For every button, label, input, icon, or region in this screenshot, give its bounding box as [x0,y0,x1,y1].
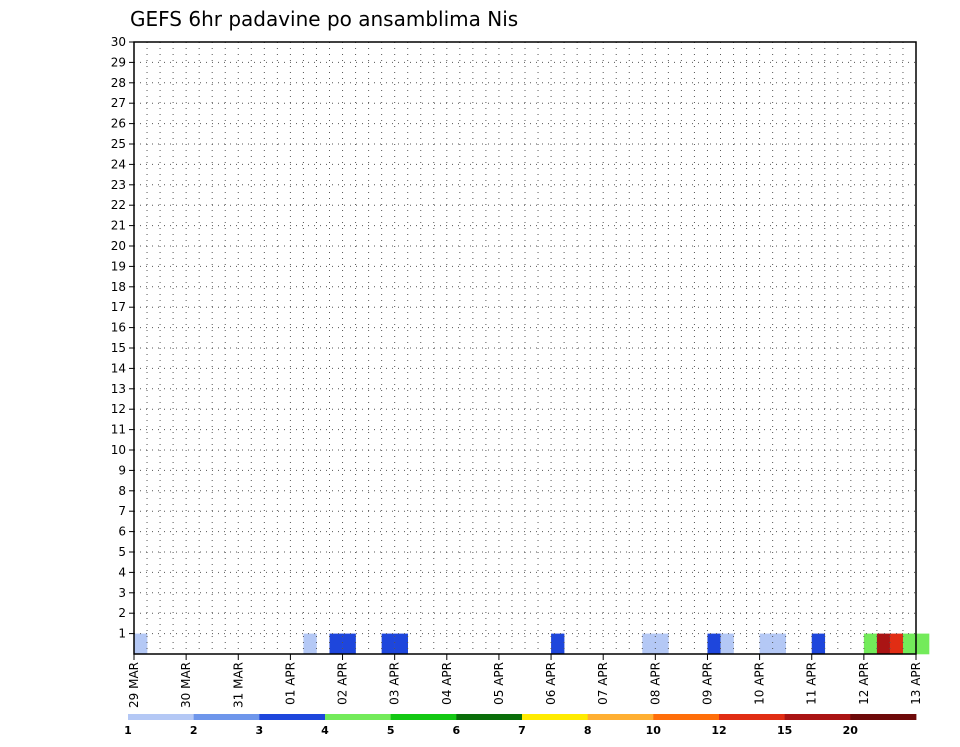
colorbar-label: 20 [843,724,859,737]
x-tick-label: 13 APR [909,662,923,705]
x-tick-label: 29 MAR [127,662,141,708]
x-tick-label: 06 APR [544,662,558,705]
y-tick-label: 4 [118,565,126,579]
heatmap-cell-m0-s0 [134,633,148,655]
y-tick-label: 12 [111,402,126,416]
y-tick-label: 22 [111,198,126,212]
colorbar-label: 8 [584,724,592,737]
y-tick-label: 7 [118,504,126,518]
y-tick-label: 6 [118,525,126,539]
y-tick-label: 2 [118,606,126,620]
colorbar-swatch [325,714,392,720]
heatmap-cell-m0-s57 [876,633,891,655]
chart-title: GEFS 6hr padavine po ansamblima Nis [130,7,518,31]
x-tick-label: 31 MAR [231,662,245,708]
axes-layer: 1234567891011121314151617181920212223242… [111,35,923,708]
y-tick-label: 9 [118,463,126,477]
x-tick-label: 11 APR [805,662,819,705]
colorbar-swatch [653,714,720,720]
x-tick-label: 08 APR [648,662,662,705]
colorbar-label: 7 [518,724,526,737]
colorbar-label: 10 [646,724,662,737]
x-tick-label: 30 MAR [179,662,193,708]
y-tick-label: 30 [111,35,126,49]
y-tick-label: 14 [111,361,126,375]
x-tick-label: 10 APR [753,662,767,705]
colorbar-swatch [259,714,326,720]
colorbar-label: 12 [711,724,726,737]
y-tick-label: 18 [111,280,126,294]
y-tick-label: 24 [111,157,126,171]
x-tick-label: 07 APR [596,662,610,705]
heatmap-cell-m0-s59 [902,633,917,655]
x-tick-label: 02 APR [336,662,350,705]
y-tick-label: 19 [111,259,126,273]
colorbar-swatch [587,714,654,720]
y-tick-label: 28 [111,76,126,90]
y-tick-label: 17 [111,300,126,314]
colorbar-swatch [784,714,851,720]
y-tick-label: 21 [111,219,126,233]
colorbar-label: 6 [452,724,460,737]
y-tick-label: 1 [118,627,126,641]
y-tick-label: 10 [111,443,126,457]
y-tick-label: 26 [111,117,126,131]
x-tick-label: 09 APR [701,662,715,705]
heatmap-cell-m0-s20 [394,633,408,655]
x-tick-label: 05 APR [492,662,506,705]
heatmap-cell-m0-s60 [916,633,930,655]
colorbar-label: 2 [190,724,198,737]
heatmap-cell-m0-s44 [707,633,721,655]
colorbar-swatch [390,714,457,720]
x-tick-label: 03 APR [388,662,402,705]
colorbar-swatch [850,714,917,720]
colorbar: 1 2 3 4 5 6 7 8 10 12 15 20 [124,714,917,737]
y-tick-label: 25 [111,137,126,151]
y-tick-label: 11 [111,423,126,437]
heatmap-cell-m0-s15 [329,633,343,655]
x-tick-label: 04 APR [440,662,454,705]
colorbar-swatch [128,714,195,720]
colorbar-swatch [456,714,523,720]
y-tick-label: 29 [111,55,126,69]
y-tick-label: 20 [111,239,126,253]
colorbar-swatch [193,714,260,720]
heatmap-cell-m0-s16 [342,633,356,655]
heatmap-cell-m0-s58 [889,633,904,655]
colorbar-label: 1 [124,724,132,737]
x-tick-label: 12 APR [857,662,871,705]
y-tick-label: 3 [118,586,126,600]
y-tick-label: 16 [111,321,126,335]
colorbar-label: 15 [777,724,792,737]
y-tick-label: 13 [111,382,126,396]
heatmap-cell-m0-s52 [811,633,826,655]
heatmap-cell-m0-s32 [551,633,565,655]
colorbar-label: 3 [255,724,263,737]
heatmap-cell-m0-s40 [655,633,669,655]
grid-layer [134,42,916,654]
heatmap-cell-m0-s39 [642,633,656,655]
colorbar-label: 4 [321,724,329,737]
heatmap-cell-m0-s19 [381,633,395,655]
heatmap-cell-m0-s45 [720,633,734,655]
colorbar-swatch [719,714,786,720]
cells-layer [134,633,930,655]
y-tick-label: 8 [118,484,126,498]
y-tick-label: 15 [111,341,126,355]
x-tick-label: 01 APR [283,662,297,705]
y-tick-label: 27 [111,96,126,110]
heatmap-cell-m0-s56 [863,633,878,655]
heatmap-cell-m0-s13 [303,633,317,655]
colorbar-label: 5 [387,724,395,737]
colorbar-swatch [522,714,589,720]
y-tick-label: 23 [111,178,126,192]
heatmap-cell-m0-s49 [772,633,786,655]
y-tick-label: 5 [118,545,126,559]
heatmap-cell-m0-s48 [759,633,773,655]
